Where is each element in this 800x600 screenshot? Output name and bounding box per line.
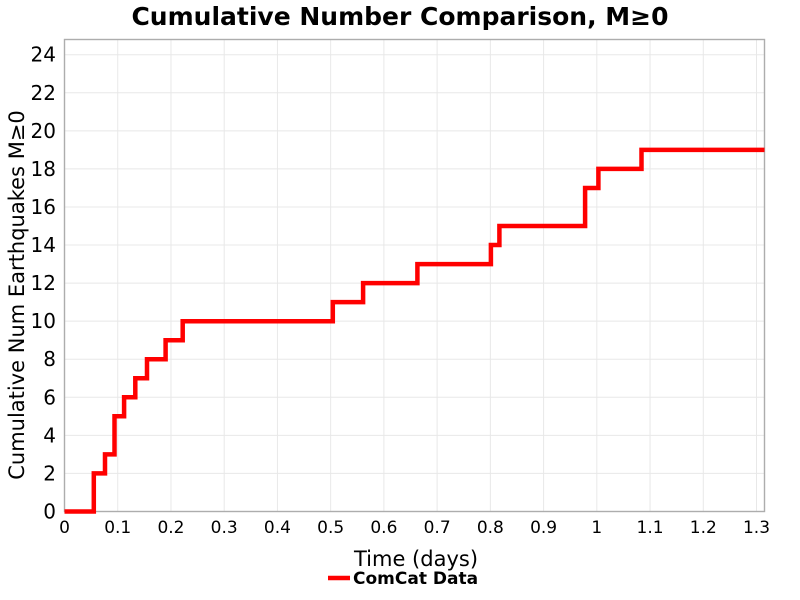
plot-border	[63, 38, 766, 513]
x-tick-label: 0.3	[211, 518, 238, 538]
x-tick-label: 0.5	[317, 518, 344, 538]
comcat-data-line	[64, 147, 765, 514]
x-tick-label: 0.4	[264, 518, 291, 538]
x-axis-tick-labels: 0 0.1 0.2 0.3 0.4 0.5 0.6 0.7 0.8 0.9 1 1.1 1.2 1.3	[59, 518, 770, 538]
x-tick-label: 1	[591, 518, 602, 538]
legend-label: ComCat Data	[353, 569, 478, 589]
x-tick-label: 1.2	[690, 518, 717, 538]
chart-title: Cumulative Number Comparison, M≥0	[131, 2, 668, 31]
y-tick-label: 2	[43, 461, 56, 485]
y-tick-label: 16	[31, 195, 56, 219]
y-tick-label: 0	[43, 500, 56, 524]
x-tick-label: 0.6	[370, 518, 397, 538]
y-tick-label: 22	[31, 81, 56, 105]
y-tick-label: 18	[31, 157, 56, 181]
legend: ComCat Data	[328, 569, 478, 589]
y-tick-label: 14	[31, 233, 56, 257]
x-tick-label: 0.2	[157, 518, 184, 538]
y-axis-label: Cumulative Num Earthquakes M≥0	[5, 110, 29, 480]
y-tick-label: 12	[31, 271, 56, 295]
y-tick-label: 24	[31, 43, 56, 67]
x-tick-label: 0.1	[104, 518, 131, 538]
x-tick-label: 0.8	[477, 518, 504, 538]
x-tick-label: 0	[59, 518, 70, 538]
x-tick-label: 1.3	[743, 518, 770, 538]
gridlines	[64, 39, 765, 512]
x-tick-label: 0.9	[530, 518, 557, 538]
y-tick-label: 10	[31, 309, 56, 333]
y-tick-label: 6	[43, 385, 56, 409]
x-tick-label: 1.1	[637, 518, 664, 538]
y-tick-label: 4	[43, 423, 56, 447]
y-tick-label: 20	[31, 119, 56, 143]
y-tick-label: 8	[43, 347, 56, 371]
x-tick-label: 0.7	[424, 518, 451, 538]
x-axis-label: Time (days)	[353, 547, 478, 571]
